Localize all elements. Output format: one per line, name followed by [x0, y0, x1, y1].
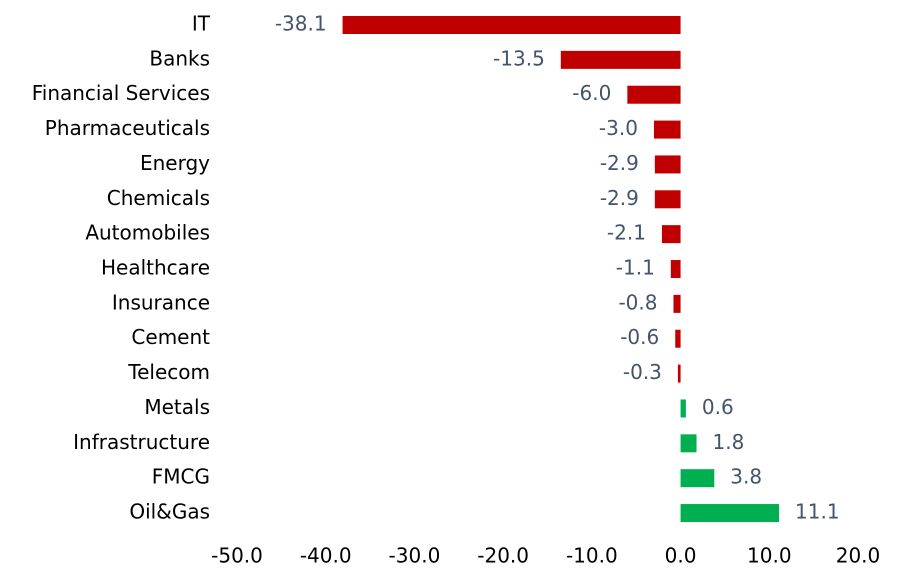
bar [342, 16, 681, 34]
bar [680, 469, 715, 488]
bar [627, 85, 681, 104]
category-label: Financial Services [32, 81, 210, 105]
category-label: Chemicals [107, 186, 210, 210]
bar [680, 504, 780, 523]
bar [680, 399, 686, 418]
x-tick-label: -40.0 [300, 544, 352, 568]
category-label: Insurance [112, 290, 210, 314]
bar [661, 225, 681, 244]
value-label: -2.1 [607, 221, 646, 245]
category-label: Telecom [127, 360, 210, 384]
bar [670, 260, 681, 279]
bar [673, 294, 681, 313]
value-label: 11.1 [795, 500, 840, 524]
x-tick-label: -10.0 [566, 544, 618, 568]
x-tick-label: -30.0 [389, 544, 441, 568]
category-label: Energy [140, 151, 210, 175]
value-label: -6.0 [572, 81, 611, 105]
value-label: -1.1 [616, 256, 655, 280]
value-label: -13.5 [493, 46, 545, 70]
bar [653, 120, 681, 139]
bar [654, 190, 681, 209]
value-label: -2.9 [600, 151, 639, 175]
x-tick-label: -50.0 [211, 544, 263, 568]
category-label: Automobiles [85, 221, 210, 245]
bar [675, 329, 681, 348]
value-label: 3.8 [730, 465, 762, 489]
value-label: -0.6 [620, 325, 659, 349]
value-label: -2.9 [600, 186, 639, 210]
bar [677, 364, 681, 383]
x-tick-label: -20.0 [477, 544, 529, 568]
value-label: -3.0 [599, 116, 638, 140]
category-label: Metals [144, 395, 210, 419]
value-label: -38.1 [275, 12, 327, 36]
category-label: Healthcare [101, 256, 210, 280]
bar [560, 50, 681, 69]
value-label: 0.6 [702, 395, 734, 419]
bar [680, 434, 697, 453]
category-label: FMCG [152, 465, 210, 489]
x-tick-label: 20.0 [836, 544, 881, 568]
value-label: -0.8 [618, 290, 657, 314]
category-label: IT [192, 12, 211, 36]
category-label: Cement [131, 325, 210, 349]
category-label: Banks [149, 46, 210, 70]
category-label: Infrastructure [73, 430, 210, 454]
bar [654, 155, 681, 174]
value-label: 1.8 [713, 430, 745, 454]
x-tick-label: 10.0 [747, 544, 792, 568]
x-tick-label: 0.0 [665, 544, 697, 568]
value-label: -0.3 [623, 360, 662, 384]
category-label: Pharmaceuticals [45, 116, 210, 140]
category-label: Oil&Gas [129, 500, 210, 524]
